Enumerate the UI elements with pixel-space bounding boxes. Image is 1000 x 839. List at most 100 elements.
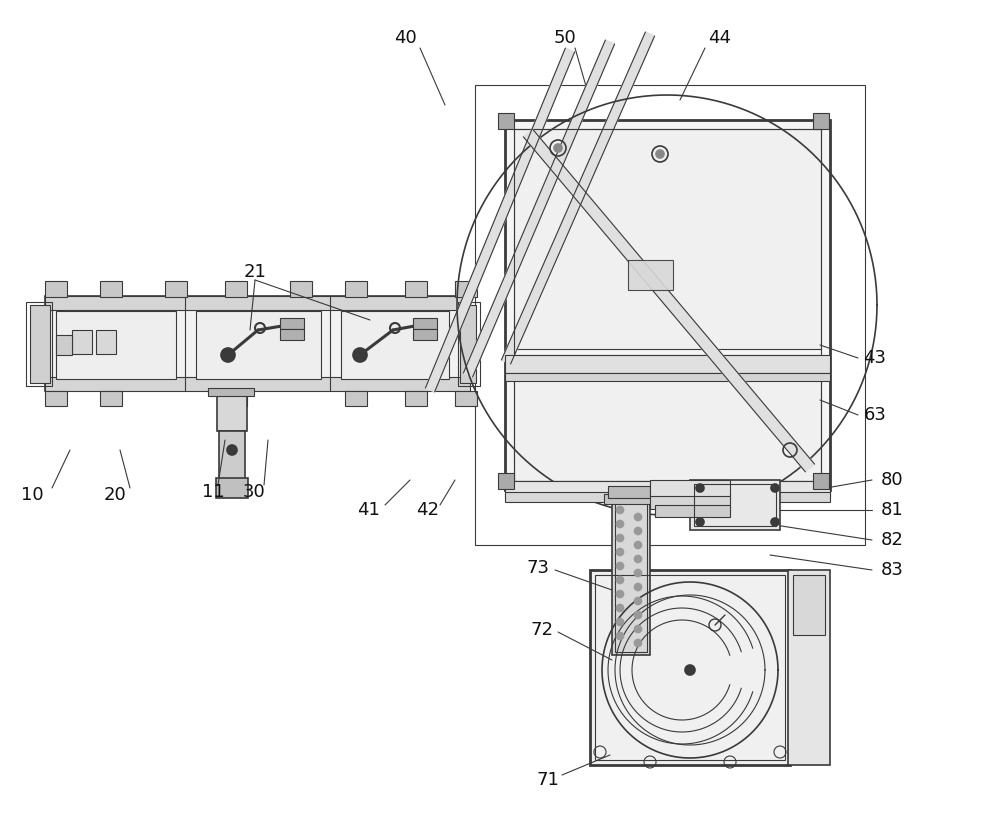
Bar [650,494,730,509]
Polygon shape [425,48,575,392]
Text: 83: 83 [881,561,903,579]
Circle shape [221,348,235,362]
Circle shape [656,150,664,158]
Bar [505,373,830,381]
Circle shape [696,518,704,526]
Text: 40: 40 [394,29,416,47]
Circle shape [696,484,704,492]
Circle shape [616,618,624,626]
Bar [460,305,476,383]
Circle shape [554,144,562,152]
Bar [217,391,247,431]
Circle shape [616,633,624,639]
Bar [405,281,427,297]
Bar [413,329,437,340]
Bar [604,494,654,504]
Bar [458,302,480,386]
Bar [72,330,92,354]
Circle shape [635,541,642,549]
Bar [45,391,67,406]
Bar [514,129,821,349]
Bar [45,296,470,310]
Bar [208,388,254,396]
Circle shape [635,570,642,576]
Bar [45,281,67,297]
Bar [290,281,312,297]
Text: 42: 42 [416,501,440,519]
Bar [225,391,247,406]
Circle shape [227,445,237,455]
Bar [45,296,470,391]
Circle shape [635,639,642,647]
Circle shape [616,549,624,555]
Circle shape [635,597,642,605]
Bar [280,329,304,340]
Text: 10: 10 [21,486,43,504]
Bar [219,431,245,481]
Circle shape [616,507,624,513]
Bar [225,281,247,297]
Bar [345,391,367,406]
Bar [514,129,821,481]
Circle shape [616,591,624,597]
Circle shape [635,583,642,591]
Circle shape [635,612,642,618]
Text: 50: 50 [554,29,576,47]
Circle shape [685,665,695,675]
Bar [216,478,248,498]
Bar [595,575,785,760]
Bar [514,355,821,481]
Bar [196,311,321,379]
Bar [100,391,122,406]
Circle shape [353,348,367,362]
Bar [56,311,176,379]
Bar [475,85,865,545]
Text: 71: 71 [537,771,559,789]
Bar [498,473,514,489]
Bar [608,486,650,498]
Bar [26,302,52,386]
Bar [100,281,122,297]
Text: 82: 82 [881,531,903,549]
Bar [96,330,116,354]
Text: 43: 43 [864,349,887,367]
Bar [405,391,427,406]
Circle shape [635,626,642,633]
Polygon shape [463,40,615,377]
Circle shape [616,534,624,541]
Bar [45,377,470,391]
Text: 44: 44 [708,29,732,47]
Bar [628,260,673,290]
Bar [345,281,367,297]
Text: 41: 41 [357,501,379,519]
Text: 30: 30 [243,483,265,501]
Bar [505,355,830,373]
Bar [788,570,830,765]
Bar [455,281,477,297]
Text: 72: 72 [530,621,554,639]
Bar [505,120,830,490]
Bar [590,570,790,765]
Bar [655,505,730,517]
Text: 21: 21 [244,263,266,281]
Circle shape [635,528,642,534]
Bar [615,503,647,652]
Bar [341,311,449,379]
Circle shape [616,562,624,570]
Circle shape [635,555,642,562]
Polygon shape [523,129,815,472]
Text: 20: 20 [104,486,126,504]
Bar [505,481,830,496]
Circle shape [771,518,779,526]
Circle shape [616,576,624,583]
Bar [413,318,437,329]
Bar [813,473,829,489]
Text: 63: 63 [864,406,886,424]
Text: 81: 81 [881,501,903,519]
Bar [455,391,477,406]
Bar [280,318,304,329]
Bar [505,492,830,502]
Circle shape [635,513,642,520]
Circle shape [771,484,779,492]
Bar [612,500,650,655]
